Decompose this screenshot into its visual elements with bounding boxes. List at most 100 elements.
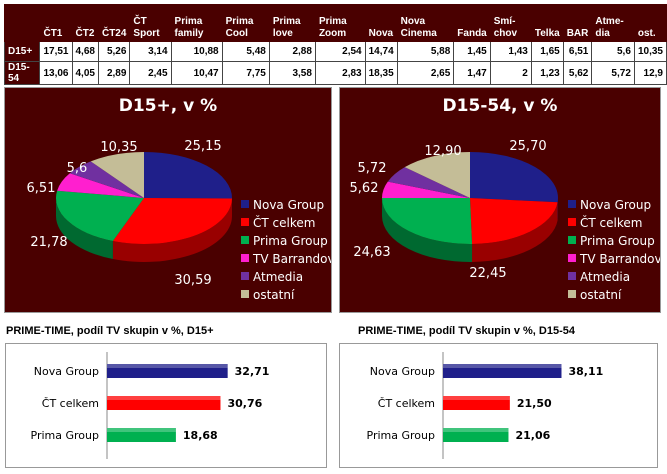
table-cell: 3,14 [129, 41, 172, 62]
bar-value-label: 18,68 [183, 429, 218, 442]
table-row: D15-54 13,06 4,05 2,89 2,45 10,47 7,75 3,58 2,83… [3, 61, 667, 85]
table-cell: 5,88 [396, 41, 455, 62]
bar [107, 396, 221, 410]
legend-swatch [241, 254, 249, 262]
pie-chart: 25,15 30,59 21,78 6,51 5,6 10,35 Nova Group ČT … [27, 139, 331, 302]
pie-data-label: 5,6 [67, 161, 88, 176]
table-cell: 5,62 [562, 61, 593, 85]
ratings-table: ČT1 ČT2 ČT24 ČT Sport Prima family Prima Cool… [3, 4, 667, 85]
pie-slice-side [382, 198, 473, 262]
bar-highlight [107, 364, 228, 368]
bar-chart-d15: Nova Group 32,71 ČT celkem 30,76 Prima Group… [5, 343, 327, 468]
legend-label: Nova Group [253, 198, 324, 212]
column-header: Prima love [268, 4, 316, 42]
pie-slice-atmedia [69, 161, 144, 198]
bar-title: PRIME-TIME, podíl TV skupin v %, D15+ [6, 325, 214, 337]
pie-slice-side [56, 198, 113, 260]
legend-swatch [568, 254, 576, 262]
row-header: D15-54 [3, 61, 41, 85]
table-cell: 12,9 [633, 61, 667, 85]
legend-swatch [241, 272, 249, 280]
legend-label: ostatní [580, 288, 622, 302]
table-cell: 2,45 [129, 61, 172, 85]
pie-slice-nova-group [470, 152, 558, 203]
bar-value-label: 30,76 [227, 397, 262, 410]
table-cell: 2 [489, 61, 532, 85]
legend-swatch [241, 218, 249, 226]
table-cell: 10,88 [170, 41, 223, 62]
pie-slice-nova-group [144, 152, 232, 199]
pie-title: D15+, v % [118, 96, 218, 116]
table-cell: 14,74 [364, 41, 398, 62]
row-header: D15+ [3, 41, 41, 62]
column-header: Prima family [170, 4, 223, 42]
bar [107, 364, 228, 378]
table-cell: 4,05 [71, 61, 99, 85]
bar-value-label: 38,11 [568, 365, 603, 378]
table-cell: 10,47 [170, 61, 223, 85]
table-cell: 7,75 [221, 61, 270, 85]
table-cell: 1,23 [530, 61, 564, 85]
legend-swatch [568, 272, 576, 280]
category-label: Prima Group [31, 429, 99, 442]
pie-slice-čt-celkem [470, 198, 558, 244]
legend-label: TV Barrandov [579, 252, 660, 266]
legend-label: ČT celkem [253, 215, 315, 230]
table-cell: 2,89 [97, 61, 131, 85]
pie-data-label: 10,35 [100, 140, 137, 155]
table-cell: 5,72 [591, 61, 635, 85]
pie-panel-d15-54: D15-54, v % 25,70 22,45 24,63 5,62 5,72 12,90… [339, 87, 661, 313]
pie-data-label: 30,59 [174, 273, 211, 288]
table-cell: 4,68 [71, 41, 99, 62]
bar-value-label: 32,71 [235, 365, 270, 378]
table-cell: 5,26 [97, 41, 131, 62]
column-header: ČT1 [39, 4, 73, 42]
pie-slice-prima-group [382, 197, 473, 245]
legend-swatch [568, 236, 576, 244]
pie-slice-prima-group [55, 190, 144, 242]
column-header: Nova [364, 4, 398, 42]
legend-swatch [241, 236, 249, 244]
legend-swatch [568, 290, 576, 298]
pie-data-label: 25,15 [184, 139, 221, 154]
bar-highlight [443, 396, 510, 400]
table-cell: 6,51 [562, 41, 593, 62]
column-header: Fanda [453, 4, 491, 42]
bar-highlight [443, 364, 562, 368]
table-cell: 1,47 [453, 61, 491, 85]
table-cell: 2,65 [396, 61, 455, 85]
table-cell: 17,51 [39, 41, 73, 62]
table-cell: 1,45 [453, 41, 491, 62]
pie-slice-čt-celkem [112, 198, 232, 244]
column-header [3, 4, 41, 42]
column-header: Prima Cool [221, 4, 270, 42]
pie-slice-tv-barrandov [57, 173, 145, 198]
pie-chart: 25,70 22,45 24,63 5,62 5,72 12,90 Nova Group ČT… [350, 139, 660, 302]
bar-highlight [107, 428, 176, 432]
legend-label: Prima Group [580, 234, 655, 248]
bar-highlight [107, 396, 221, 400]
column-header: ČT2 [71, 4, 99, 42]
legend-label: Atmedia [580, 270, 630, 284]
table-cell: 18,35 [364, 61, 398, 85]
pie-slice-atmedia [387, 167, 470, 198]
column-header: ČT Sport [129, 4, 172, 42]
bar-chart-d15-54: Nova Group 38,11 ČT celkem 21,50 Prima Group… [339, 343, 658, 468]
bar-title: PRIME-TIME, podíl TV skupin v %, D15-54 [358, 325, 575, 337]
category-label: ČT celkem [378, 397, 435, 410]
table-cell: 3,58 [268, 61, 316, 85]
column-header: ost. [633, 4, 667, 42]
category-label: Nova Group [370, 365, 435, 378]
table-cell: 5,6 [591, 41, 635, 62]
pie-slice-ostatní [90, 152, 144, 198]
table-cell: 5,48 [221, 41, 270, 62]
column-header: Telka [530, 4, 564, 42]
legend-label: Atmedia [253, 270, 303, 284]
column-header: BAR [562, 4, 593, 42]
column-header: ČT24 [97, 4, 131, 42]
pie-panel-d15: D15+, v % 25,15 30,59 21,78 6,51 5,6 10,35 Nov… [4, 87, 332, 313]
category-label: ČT celkem [42, 397, 99, 410]
bar-value-label: 21,50 [517, 397, 552, 410]
column-header: Smí-chov [489, 4, 532, 42]
column-header: Atme-dia [591, 4, 635, 42]
